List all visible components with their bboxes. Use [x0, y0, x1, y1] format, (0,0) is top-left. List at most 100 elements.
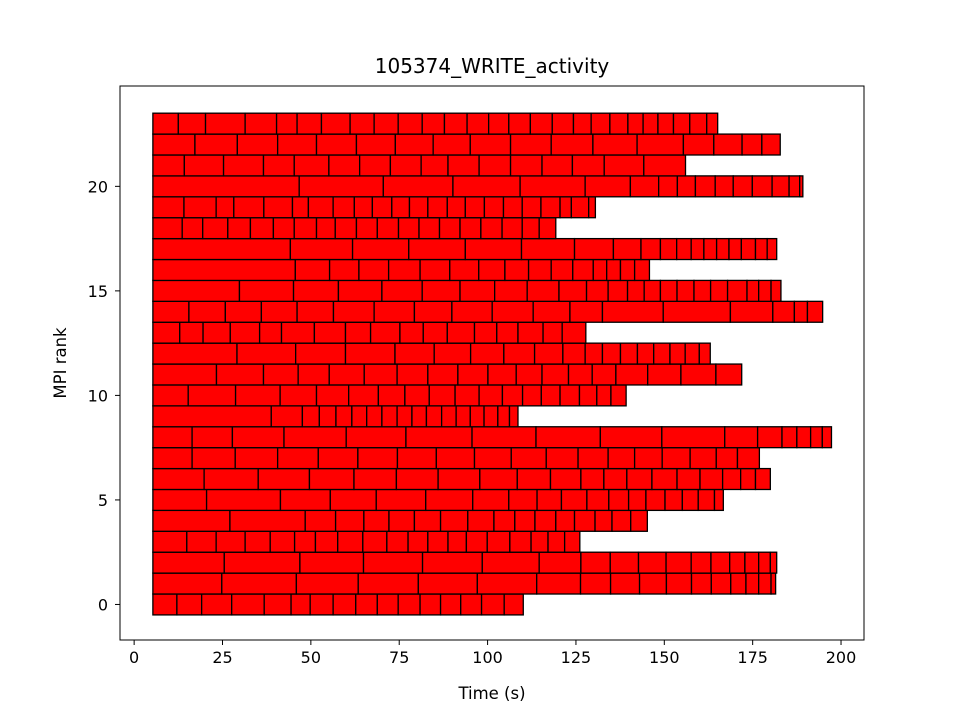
activity-bar [439, 509, 469, 532]
activity-bar [766, 237, 778, 261]
activity-bar [626, 467, 653, 491]
activity-bar [215, 530, 246, 553]
activity-bar [520, 237, 576, 261]
activity-bar [710, 572, 732, 595]
activity-bar [533, 342, 564, 365]
activity-bar [642, 112, 659, 135]
activity-bar [580, 467, 605, 491]
activity-bar [821, 426, 833, 449]
activity-bar [332, 196, 355, 219]
activity-bar [606, 258, 622, 282]
activity-bar [386, 530, 409, 553]
activity-bar [609, 551, 640, 574]
activity-bar [289, 237, 354, 261]
activity-bar [684, 342, 700, 365]
activity-bar [643, 279, 662, 302]
activity-bar [580, 551, 611, 574]
activity-bar [480, 217, 503, 240]
activity-bar [388, 509, 416, 532]
activity-bar [638, 572, 668, 595]
activity-bar [532, 300, 571, 323]
activity-bar [396, 405, 413, 428]
activity-bar [741, 133, 763, 156]
activity-bar [334, 509, 365, 532]
activity-bar [351, 405, 368, 428]
activity-bar [427, 530, 449, 553]
activity-bar [526, 279, 560, 302]
activity-bar [413, 300, 453, 323]
activity-bar [397, 217, 420, 240]
activity-bar [215, 363, 265, 386]
activity-bar [530, 530, 549, 553]
activity-bar [397, 112, 423, 135]
activity-bar [534, 509, 557, 532]
activity-bar [394, 133, 434, 156]
activity-bar [713, 488, 724, 512]
activity-bar [661, 426, 726, 449]
activity-bar [662, 300, 732, 323]
activity-bar [636, 133, 685, 156]
activity-bar [681, 488, 699, 512]
activity-bar [152, 488, 208, 512]
activity-bar [586, 488, 610, 512]
activity-bar [676, 467, 701, 491]
activity-bar [559, 384, 581, 407]
activity-bar [315, 133, 358, 156]
activity-bar [627, 112, 644, 135]
activity-bar [152, 154, 185, 177]
activity-bar [337, 279, 383, 302]
x-tick-label: 100 [472, 648, 503, 667]
activity-bar [440, 405, 457, 428]
activity-bar [152, 530, 188, 553]
activity-bar [469, 405, 485, 428]
plot-frame [119, 85, 865, 641]
activity-bar [405, 426, 473, 449]
activity-bar [563, 530, 581, 553]
activity-bar [396, 363, 429, 386]
activity-bar [793, 300, 809, 323]
activity-bar [772, 300, 796, 323]
activity-bar [584, 175, 632, 198]
activity-bar [761, 133, 781, 156]
activity-bar [408, 237, 466, 261]
activity-bar [690, 237, 705, 261]
activity-bar [714, 175, 734, 198]
activity-bar [420, 154, 449, 177]
y-axis-label: MPI rank [51, 327, 70, 399]
activity-bar [469, 133, 512, 156]
activity-bar [493, 509, 516, 532]
activity-bar [345, 426, 407, 449]
activity-bar [215, 196, 235, 219]
activity-bar [447, 154, 480, 177]
activity-bar [351, 237, 410, 261]
activity-bar [680, 363, 717, 386]
activity-bar [358, 258, 390, 282]
activity-bar [740, 467, 757, 491]
activity-bar [560, 488, 588, 512]
x-tick-label: 175 [737, 648, 768, 667]
activity-bar [382, 175, 454, 198]
activity-bar [369, 321, 401, 344]
activity-bar [610, 384, 627, 407]
activity-bar [588, 196, 597, 219]
activity-bar [736, 447, 761, 470]
activity-bar [609, 572, 641, 595]
activity-bar [693, 279, 712, 302]
activity-bar [279, 384, 318, 407]
activity-bar [152, 196, 185, 219]
activity-bar [694, 175, 716, 198]
activity-bar [599, 426, 663, 449]
activity-bar [596, 384, 612, 407]
activity-bar [455, 405, 471, 428]
activity-bar [229, 509, 306, 532]
activity-bar [669, 342, 686, 365]
activity-bar [549, 467, 582, 491]
activity-bar [690, 572, 712, 595]
activity-bar [294, 258, 331, 282]
activity-bar [806, 300, 824, 323]
activity-bar [547, 530, 566, 553]
activity-bar [152, 509, 231, 532]
activity-bar [521, 384, 542, 407]
activity-bar [275, 112, 298, 135]
activity-bar [152, 447, 193, 470]
